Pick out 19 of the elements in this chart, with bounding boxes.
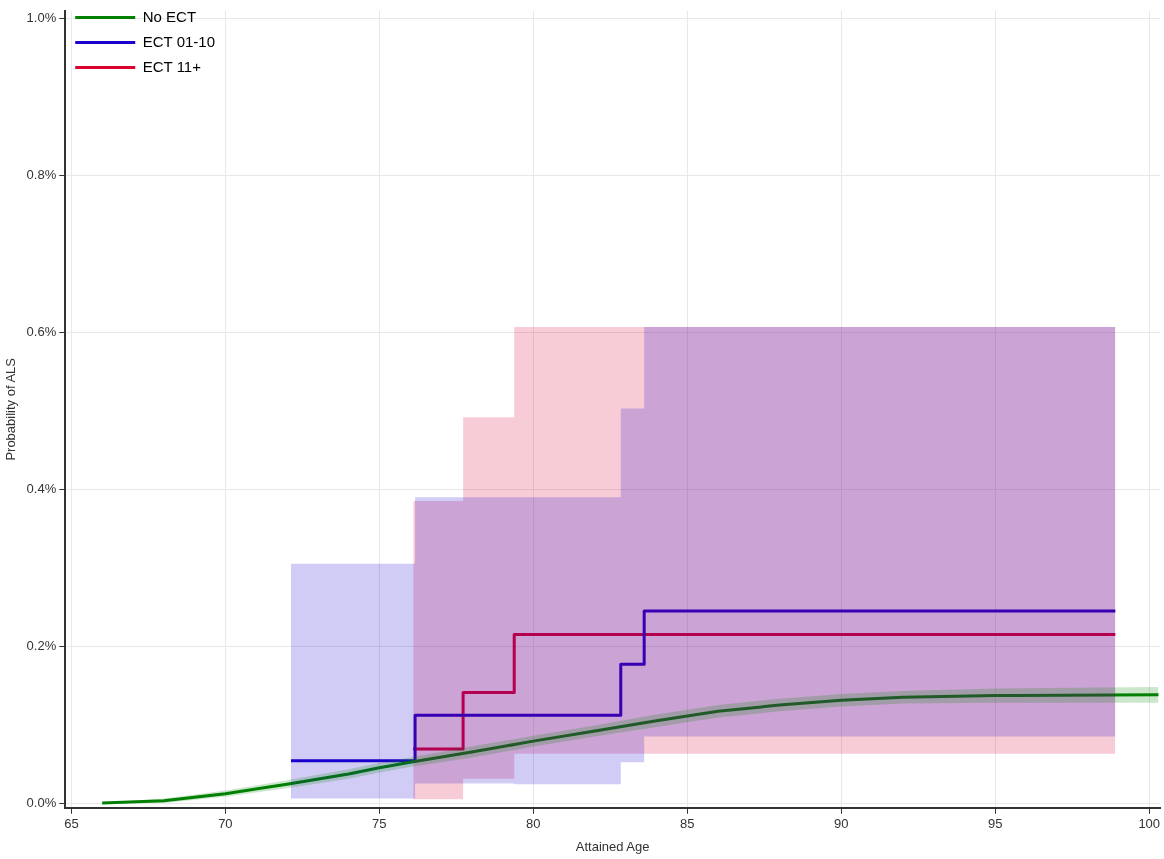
y-tick-label: 0.4% [26, 480, 57, 496]
y-tick-label: 0.2% [26, 637, 57, 653]
x-tick-label: 85 [680, 816, 695, 832]
legend-label: No ECT [142, 7, 197, 25]
x-tick-label: 65 [64, 816, 79, 832]
y-tick-label: 0.0% [26, 794, 57, 810]
y-axis-title: Probability of ALS [3, 357, 19, 461]
y-tick-label: 0.6% [26, 324, 57, 339]
x-tick-label: 80 [526, 816, 541, 832]
x-tick-label: 90 [834, 816, 849, 832]
x-tick-label: 95 [988, 816, 1003, 832]
x-tick-label: 100 [1138, 816, 1161, 832]
y-tick-label: 1.0% [26, 10, 57, 26]
legend-label: ECT 01-10 [142, 32, 215, 50]
x-axis-title: Attained Age [575, 838, 650, 854]
y-tick-label: 0.8% [26, 167, 57, 183]
x-tick-label: 70 [218, 816, 233, 832]
legend-label: ECT 11+ [142, 57, 202, 75]
x-tick-label: 75 [372, 816, 387, 832]
